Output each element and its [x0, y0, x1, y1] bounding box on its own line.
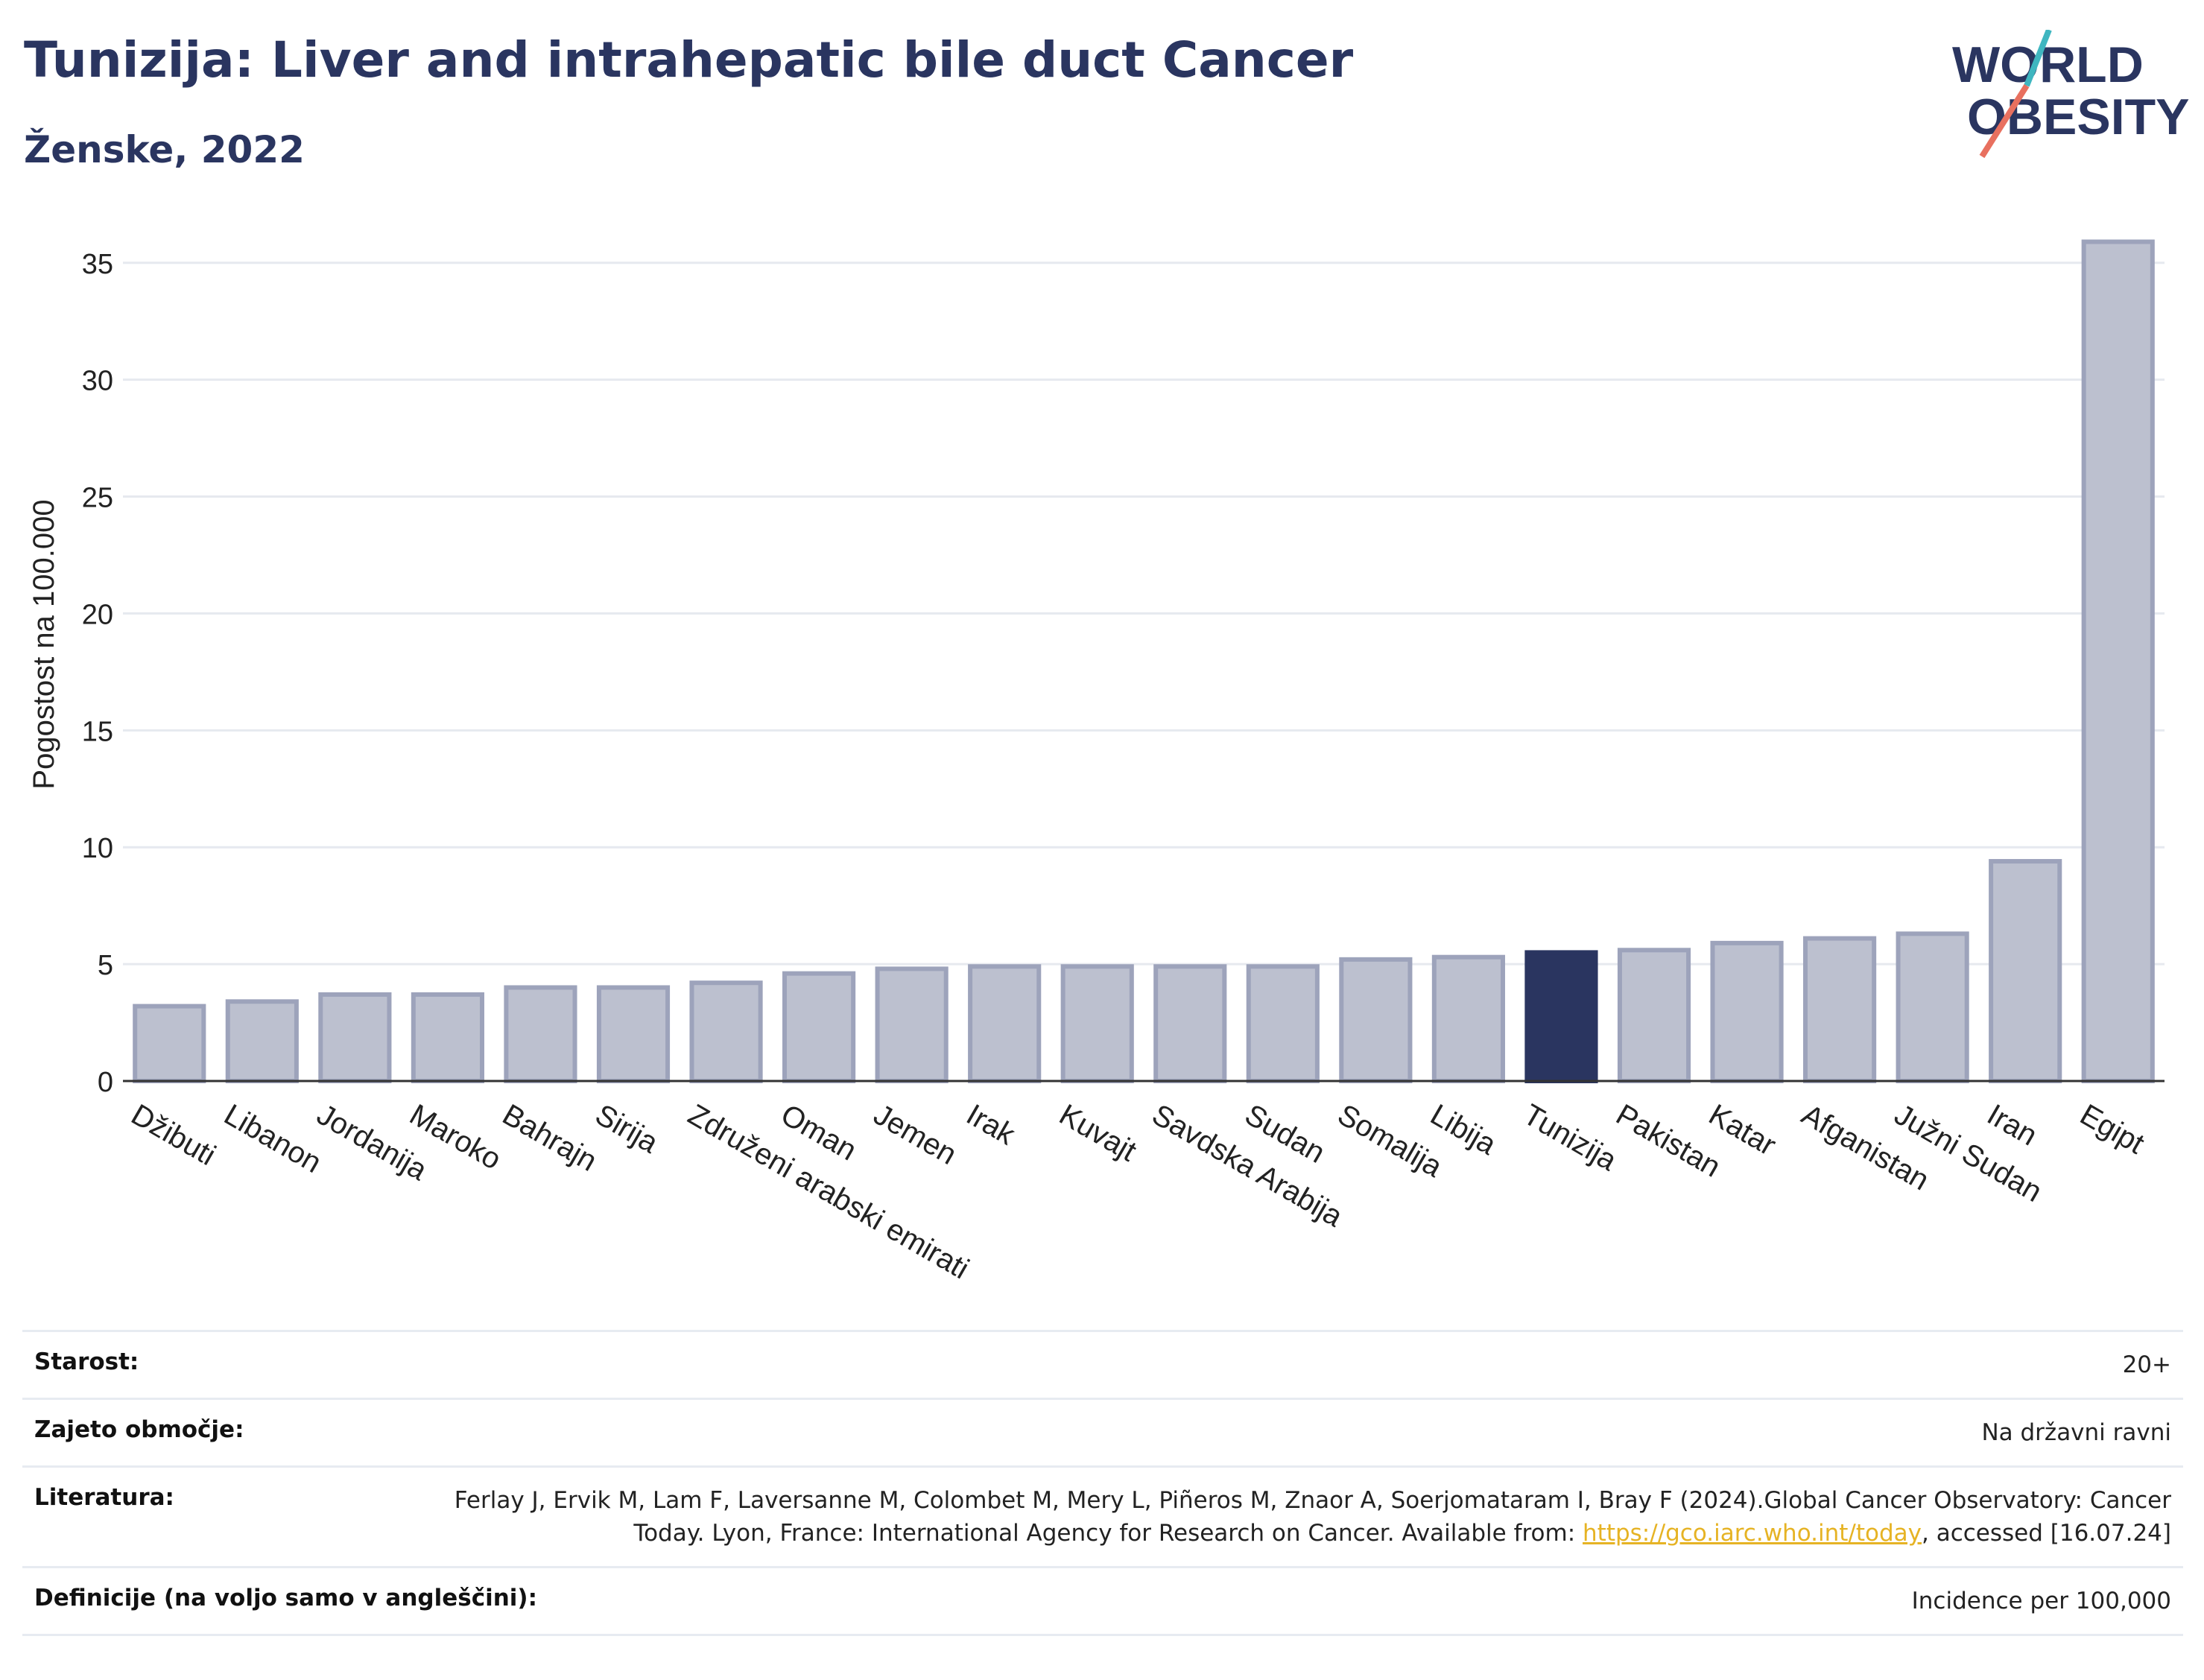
- chart-subtitle: Ženske, 2022: [24, 128, 305, 171]
- bar-kuvajt: [1060, 964, 1134, 1084]
- x-tick-label: Somalija: [1332, 1098, 1448, 1184]
- literature-value: Ferlay J, Ervik M, Lam F, Laversanne M, …: [428, 1484, 2171, 1550]
- y-axis-ticks: 0 5 10 15 20 25 30 35: [82, 249, 113, 1098]
- info-row-definitions: Definicije (na voljo samo v angleščini):…: [22, 1566, 2183, 1636]
- y-tick-label: 10: [82, 833, 113, 864]
- y-tick-label: 30: [82, 366, 113, 397]
- x-tick-label: Iran: [1982, 1098, 2043, 1153]
- y-axis-label: Pogostost na 100.000: [28, 499, 60, 789]
- bar-savdska-arabija: [1153, 964, 1227, 1084]
- y-tick-label: 5: [98, 950, 113, 981]
- age-value: 20+: [2122, 1351, 2171, 1378]
- bar-libija: [1431, 954, 1505, 1083]
- x-tick-label: Tunizija: [1518, 1098, 1623, 1178]
- x-tick-label: Egipt: [2074, 1098, 2150, 1161]
- x-tick-label: Libanon: [218, 1098, 326, 1179]
- bar-džibuti: [133, 1004, 206, 1084]
- x-tick-label: Bahrajn: [497, 1098, 602, 1178]
- x-tick-label: Džibuti: [126, 1098, 221, 1172]
- x-tick-label: Irak: [961, 1098, 1022, 1152]
- y-tick-label: 0: [98, 1067, 113, 1098]
- world-obesity-logo: WORLD OBESITY: [1952, 30, 2190, 159]
- coverage-value: Na državni ravni: [1981, 1419, 2171, 1446]
- bar-južni-sudan: [1896, 931, 1969, 1083]
- literature-accessed: , accessed [16.07.24]: [1921, 1520, 2171, 1547]
- gridlines: [123, 261, 2165, 966]
- literature-text: Ferlay J, Ervik M, Lam F, Laversanne M, …: [454, 1487, 2171, 1547]
- y-tick-label: 15: [82, 716, 113, 747]
- literature-link[interactable]: https://gco.iarc.who.int/today: [1583, 1520, 1922, 1547]
- definitions-label: Definicije (na voljo samo v angleščini):: [34, 1585, 537, 1611]
- bar-jemen: [875, 966, 949, 1083]
- info-row-literature: Literatura: Ferlay J, Ervik M, Lam F, La…: [22, 1465, 2183, 1566]
- y-tick-label: 20: [82, 599, 113, 630]
- bar-združeni-arabski-emirati: [689, 980, 763, 1083]
- bar-libanon: [225, 999, 299, 1083]
- y-tick-label: 25: [82, 483, 113, 514]
- bar-bahrajn: [504, 985, 577, 1083]
- bar-maroko: [411, 992, 484, 1084]
- bar-tunizija: [1524, 950, 1598, 1084]
- bar-egipt: [2081, 239, 2155, 1083]
- definitions-value: Incidence per 100,000: [1911, 1588, 2171, 1614]
- bar-afganistan: [1803, 936, 1877, 1084]
- bars: [133, 239, 2155, 1084]
- bar-katar: [1710, 940, 1784, 1083]
- coverage-label: Zajeto območje:: [34, 1416, 244, 1443]
- logo-text-world: WORLD: [1952, 37, 2144, 93]
- bar-oman: [782, 971, 856, 1083]
- info-table: Starost: 20+ Zajeto območje: Na državni …: [22, 1330, 2183, 1636]
- x-axis-labels: DžibutiLibanonJordanijaMarokoBahrajnSiri…: [126, 1098, 2150, 1286]
- bar-pakistan: [1617, 948, 1691, 1084]
- bar-somalija: [1339, 957, 1413, 1083]
- y-tick-label: 35: [82, 249, 113, 280]
- bar-jordanija: [318, 992, 392, 1084]
- info-row-age: Starost: 20+: [22, 1330, 2183, 1398]
- x-tick-label: Pakistan: [1611, 1098, 1726, 1184]
- literature-label: Literatura:: [34, 1484, 174, 1511]
- bar-irak: [968, 964, 1042, 1084]
- age-label: Starost:: [34, 1348, 139, 1375]
- bar-sirija: [596, 985, 671, 1083]
- x-tick-label: Jemen: [868, 1098, 962, 1171]
- logo-slash-coral: [1979, 83, 2030, 159]
- x-tick-label: Kuvajt: [1054, 1098, 1141, 1168]
- bar-iran: [1989, 859, 2062, 1083]
- bar-sudan: [1246, 964, 1320, 1084]
- logo-slash-teal: [2024, 30, 2052, 87]
- info-row-coverage: Zajeto območje: Na državni ravni: [22, 1398, 2183, 1465]
- chart-title: Tunizija: Liver and intrahepatic bile du…: [24, 31, 1354, 89]
- bar-chart: 0 5 10 15 20 25 30 35 DžibutiLibanonJordanijaMa…: [28, 239, 2165, 1286]
